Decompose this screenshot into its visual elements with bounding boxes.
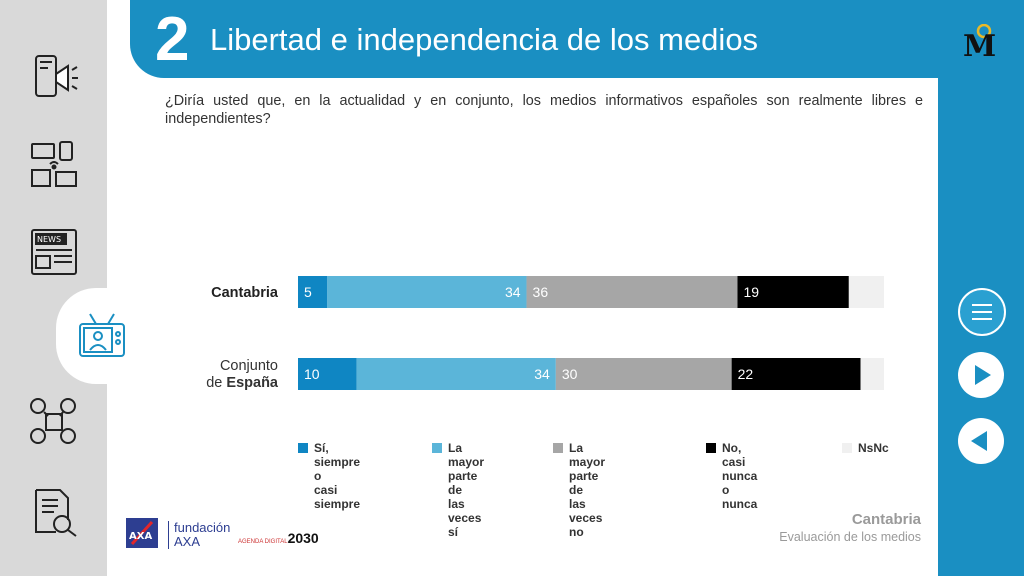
legend-swatch: [553, 443, 563, 453]
legend-label-line2: o nunca: [722, 483, 758, 511]
legend-label-line1: La mayor parte de: [569, 441, 606, 497]
legend-label: NsNc: [858, 441, 889, 455]
brand-logo: M: [962, 23, 998, 64]
bar-segment: [737, 276, 849, 308]
category-label-line1: Conjunto: [220, 358, 278, 374]
devices-icon[interactable]: [28, 140, 80, 192]
legend-label-line1: No, casi nunca: [722, 441, 758, 483]
fundacion-axa-text: fundación AXA: [168, 521, 230, 549]
agenda-year: 2030: [287, 530, 319, 546]
menu-button[interactable]: [958, 288, 1006, 336]
data-label: 10: [304, 366, 320, 382]
axa-logo: AXA: [126, 518, 158, 548]
legend-label-line1: La mayor parte de: [448, 441, 485, 497]
legend-label: No, casi nunca o nunca: [722, 441, 757, 511]
bar-segment: [860, 358, 884, 390]
legend-label-line1: Sí, siempre o: [314, 441, 361, 483]
fundacion-label: fundación: [174, 520, 231, 535]
bar-segment: [327, 276, 527, 308]
category-label-line2: de España: [206, 375, 279, 391]
data-label: 22: [738, 366, 754, 382]
bar-segment: [356, 358, 556, 390]
document-search-icon[interactable]: [28, 486, 80, 538]
tv-icon[interactable]: [76, 310, 128, 362]
legend-swatch: [432, 443, 442, 453]
bar-segment: [298, 358, 357, 390]
legend-label: La mayor parte de las veces sí: [448, 441, 484, 539]
section-number: 2: [155, 5, 190, 74]
legend-swatch: [706, 443, 716, 453]
agenda-small-label: AGENDA DIGITAL: [238, 539, 288, 545]
megaphone-phone-icon[interactable]: [28, 52, 80, 104]
bar-segment: [298, 276, 328, 308]
data-label: 36: [533, 284, 549, 300]
play-back-icon: [971, 431, 987, 451]
bar-segment: [731, 358, 861, 390]
header-bar: [130, 0, 938, 78]
page-title: Libertad e independencia de los medios: [210, 22, 759, 57]
bar-segment: [526, 276, 738, 308]
svg-text:M: M: [963, 29, 996, 60]
newspaper-icon[interactable]: NEWS: [28, 226, 80, 278]
legend-swatch: [842, 443, 852, 453]
bar-segment: [555, 358, 732, 390]
legend-label-line2: casi siempre: [314, 483, 361, 511]
next-button[interactable]: [958, 352, 1004, 398]
legend-label: Sí, siempre o casi siempre: [314, 441, 360, 511]
data-label: 30: [562, 366, 578, 382]
svg-text:AXA: AXA: [129, 531, 152, 542]
social-media-icon[interactable]: [28, 396, 80, 448]
data-label: 5: [304, 284, 312, 300]
data-label: 19: [744, 284, 760, 300]
footer-region: Cantabria: [851, 511, 921, 528]
legend-swatch: [298, 443, 308, 453]
hamburger-icon: [972, 304, 992, 320]
category-label: Cantabria: [211, 285, 279, 301]
legend-label-line2: las veces sí: [448, 497, 482, 539]
svg-text:NEWS: NEWS: [37, 235, 61, 244]
play-next-icon: [975, 365, 991, 385]
axa-label: AXA: [174, 534, 201, 549]
footer-subtitle: Evaluación de los medios: [779, 530, 921, 544]
active-tab-indicator: [56, 288, 136, 384]
bar-segment: [848, 276, 884, 308]
data-label: 34: [534, 366, 550, 382]
legend-label-line2: las veces no: [569, 497, 603, 539]
legend-label-line1: NsNc: [858, 441, 889, 455]
data-label: 34: [505, 284, 521, 300]
legend-label: La mayor parte de las veces no: [569, 441, 605, 539]
previous-button[interactable]: [958, 418, 1004, 464]
survey-question: ¿Diría usted que, en la actualidad y en …: [165, 93, 923, 127]
agenda-2030-logo: AGENDA DIGITAL2030: [238, 530, 319, 546]
